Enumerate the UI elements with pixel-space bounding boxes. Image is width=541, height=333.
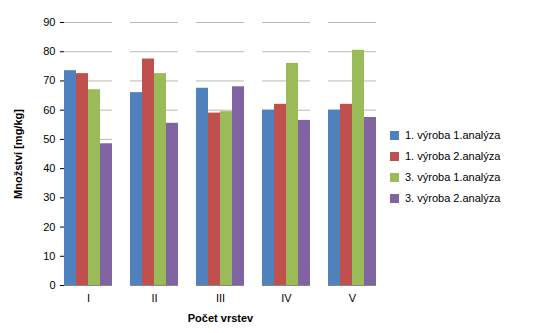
svg-text:II: II: [151, 292, 157, 304]
svg-text:Počet vrstev: Počet vrstev: [188, 312, 254, 324]
svg-text:50: 50: [43, 133, 55, 145]
svg-text:I: I: [87, 292, 90, 304]
html-text:3. výroba 2.analýza: 3. výroba 2.analýza: [405, 192, 501, 204]
svg-text:80: 80: [43, 45, 55, 57]
svg-text:Množství [mg/kg]: Množství [mg/kg]: [12, 109, 24, 199]
svg-text:20: 20: [43, 221, 55, 233]
svg-text:IV: IV: [281, 292, 292, 304]
html-text:1. výroba 2.analýza: 1. výroba 2.analýza: [405, 150, 501, 162]
svg-text:III: III: [216, 292, 225, 304]
svg-text:90: 90: [43, 16, 55, 28]
svg-text:40: 40: [43, 162, 55, 174]
svg-text:70: 70: [43, 74, 55, 86]
svg-text:60: 60: [43, 104, 55, 116]
svg-text:0: 0: [49, 279, 55, 291]
svg-text:10: 10: [43, 250, 55, 262]
html-text:3. výroba 1.analýza: 3. výroba 1.analýza: [405, 171, 501, 183]
svg-text:30: 30: [43, 191, 55, 203]
svg-text:V: V: [349, 292, 357, 304]
html-text:1. výroba 1.analýza: 1. výroba 1.analýza: [405, 129, 501, 141]
